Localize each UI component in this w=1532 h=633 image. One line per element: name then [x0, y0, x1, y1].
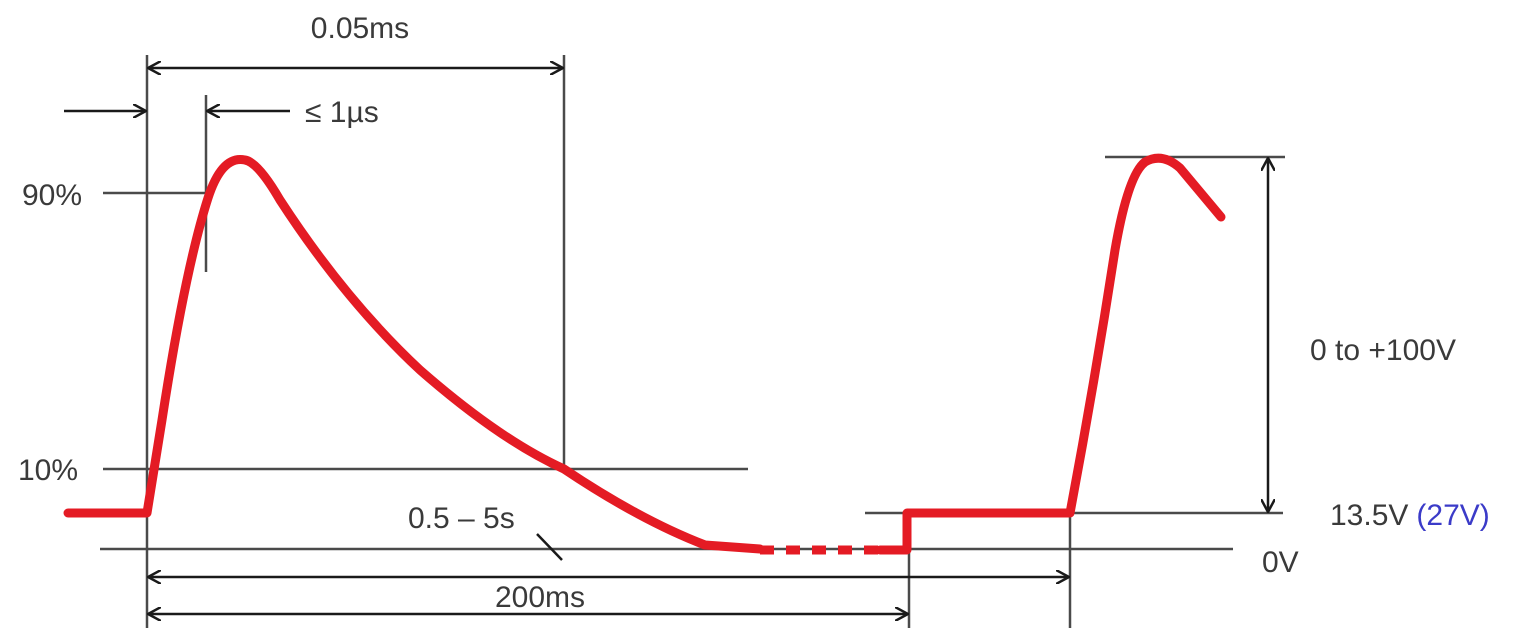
supply-voltage-alt: (27V) — [1416, 499, 1489, 532]
supply-voltage-value: 13.5V — [1330, 499, 1408, 532]
rise-time-label: ≤ 1µs — [305, 96, 379, 129]
next-pulse-waveform — [875, 153, 1226, 555]
level-10pct-label: 10% — [18, 454, 78, 487]
amplitude-label: 0 to +100V — [1310, 334, 1456, 367]
duration-200ms-label: 200ms — [495, 581, 585, 614]
zero-volt-label: 0V — [1262, 546, 1299, 579]
pulse-waveform — [63, 155, 765, 554]
repeat-period-label: 0.5 – 5s — [408, 502, 515, 535]
duration-005ms-label: 0.05ms — [311, 12, 409, 45]
level-90pct-label: 90% — [22, 179, 82, 212]
supply-voltage-label: 13.5V (27V) — [1330, 499, 1490, 532]
repeat-label-leader — [536, 533, 563, 561]
